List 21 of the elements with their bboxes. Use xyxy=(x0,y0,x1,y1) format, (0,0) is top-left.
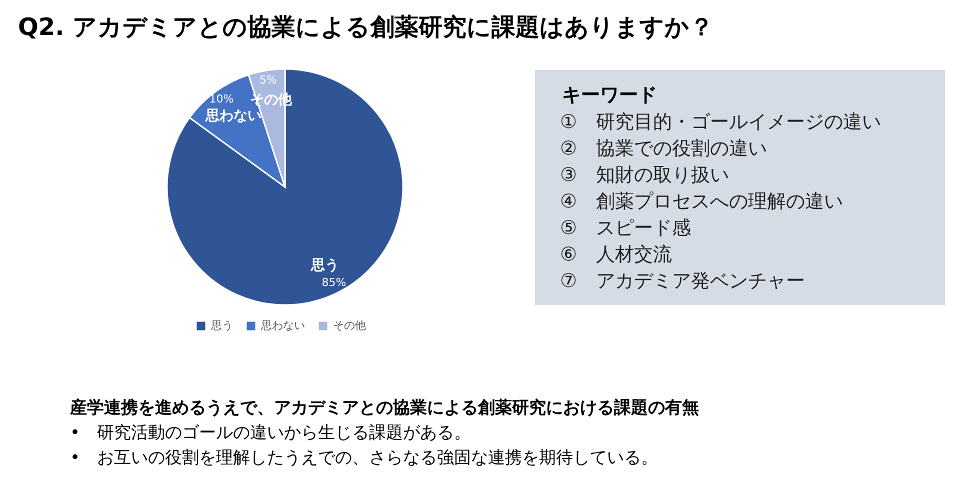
text: • お互いの役割を理解したうえでの、さらなる強固な連携を期待している。 xyxy=(70,448,658,468)
text: ⑤ スピード感 xyxy=(560,217,692,239)
legend-label: その他 xyxy=(333,319,366,332)
text: キーワード xyxy=(562,84,657,106)
text: ② 協業での役割の違い xyxy=(560,138,768,160)
slice-label: 思わない xyxy=(204,108,262,124)
legend-label: 思う xyxy=(210,319,233,332)
pie-slice xyxy=(166,68,404,306)
data-label: 10% xyxy=(209,92,234,106)
text: ① 研究目的・ゴールイメージの違い xyxy=(560,111,882,133)
text: ④ 創薬プロセスへの理解の違い xyxy=(560,190,844,212)
legend-label: 思わない xyxy=(260,319,305,332)
chart-title: Q2. アカデミアとの協業による創薬研究に課題はありますか？ xyxy=(18,13,714,41)
data-label: 85% xyxy=(322,276,346,290)
text: ⑦ アカデミア発ベンチャー xyxy=(560,270,806,292)
slice-label: 思う xyxy=(310,257,339,274)
text: 産学連携を進めるうえで、アカデミアとの協業による創薬研究における課題の有無 xyxy=(69,398,699,418)
data-label: 5% xyxy=(259,73,277,86)
text: ③ 知財の取り扱い xyxy=(560,164,730,186)
text: • 研究活動のゴールの違いから生じる課題がある。 xyxy=(70,423,472,443)
text: ⑥ 人材交流 xyxy=(560,244,672,266)
